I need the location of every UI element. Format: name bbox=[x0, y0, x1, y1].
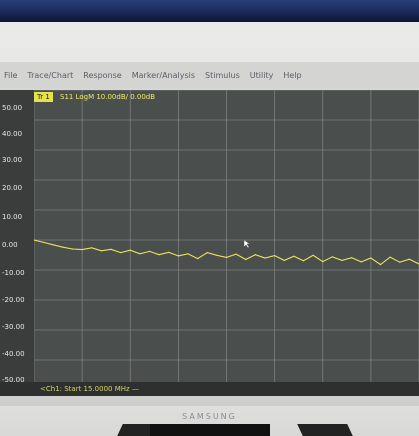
data-point-31 bbox=[331, 256, 333, 258]
data-point-19 bbox=[216, 254, 218, 256]
window-titlebar bbox=[0, 48, 419, 62]
data-point-1 bbox=[43, 241, 45, 243]
data-point-8 bbox=[110, 248, 112, 250]
data-point-38 bbox=[399, 261, 401, 263]
data-point-2 bbox=[52, 244, 54, 246]
y-tick-label: -10.00 bbox=[2, 269, 25, 277]
y-tick-label: -50.00 bbox=[2, 376, 25, 384]
data-point-28 bbox=[302, 260, 305, 262]
data-point-36 bbox=[379, 264, 382, 266]
y-tick-label: 20.00 bbox=[2, 184, 23, 192]
data-point-7 bbox=[100, 250, 102, 252]
menu-item-file[interactable]: File bbox=[4, 70, 18, 80]
menu-item-marker-analysis[interactable]: Marker/Analysis bbox=[131, 70, 196, 80]
menu-item-trace-chart[interactable]: Trace/Chart bbox=[27, 70, 74, 80]
data-point-27 bbox=[293, 255, 295, 257]
y-tick-label: -20.00 bbox=[2, 296, 25, 304]
menu-item-response[interactable]: Response bbox=[83, 70, 122, 80]
y-tick-label: 40.00 bbox=[2, 130, 23, 138]
data-point-6 bbox=[91, 247, 93, 249]
data-point-15 bbox=[177, 255, 179, 257]
y-tick-label: 10.00 bbox=[2, 213, 23, 221]
data-point-10 bbox=[129, 249, 131, 251]
monitor-stand-right bbox=[297, 424, 353, 436]
data-point-9 bbox=[120, 252, 122, 254]
data-point-4 bbox=[71, 248, 74, 250]
data-point-30 bbox=[322, 261, 324, 263]
mouse-pointer-icon bbox=[244, 240, 250, 248]
data-point-33 bbox=[351, 257, 353, 259]
y-tick-label: 30.00 bbox=[2, 156, 23, 164]
data-point-24 bbox=[264, 257, 266, 259]
data-point-39 bbox=[408, 258, 410, 260]
background-top-band bbox=[0, 0, 419, 22]
data-point-25 bbox=[274, 255, 276, 257]
data-point-3 bbox=[62, 246, 64, 248]
data-point-11 bbox=[139, 253, 141, 255]
data-point-29 bbox=[312, 254, 314, 256]
y-tick-label: 50.00 bbox=[2, 104, 23, 112]
data-point-5 bbox=[81, 249, 83, 251]
data-point-18 bbox=[206, 252, 208, 254]
s11-plot bbox=[34, 90, 419, 390]
data-point-16 bbox=[187, 253, 189, 255]
data-point-17 bbox=[197, 258, 199, 260]
screen-footer bbox=[0, 396, 419, 406]
data-point-0 bbox=[34, 239, 35, 241]
data-point-14 bbox=[168, 251, 170, 253]
data-point-32 bbox=[341, 259, 343, 261]
data-point-20 bbox=[225, 256, 228, 258]
y-tick-label: 0.00 bbox=[2, 241, 18, 249]
menu-item-utility[interactable]: Utility bbox=[249, 70, 274, 80]
menu-item-stimulus[interactable]: Stimulus bbox=[205, 70, 240, 80]
data-point-26 bbox=[283, 259, 285, 261]
menu-item-help[interactable]: Help bbox=[283, 70, 302, 80]
trace-title: S11 LogM 10.00dB/ 0.00dB bbox=[60, 93, 156, 101]
y-axis: 50.00 40.00 30.00 20.00 10.00 0.00 -10.0… bbox=[0, 90, 34, 390]
data-point-22 bbox=[245, 258, 247, 261]
monitor-brand-logo: SAMSUNG bbox=[182, 412, 237, 421]
menu-bar: File Trace/Chart Response Marker/Analysi… bbox=[0, 62, 419, 88]
data-point-35 bbox=[370, 257, 372, 259]
data-point-34 bbox=[360, 261, 362, 263]
trace-tag[interactable]: Tr 1 bbox=[34, 92, 53, 102]
data-point-21 bbox=[235, 253, 237, 255]
data-point-13 bbox=[158, 254, 160, 256]
data-point-23 bbox=[254, 254, 256, 256]
y-tick-label: -30.00 bbox=[2, 323, 25, 331]
data-point-12 bbox=[148, 250, 151, 252]
monitor-stand bbox=[150, 424, 270, 436]
status-bar: <Ch1: Start 15.0000 MHz — bbox=[0, 382, 419, 396]
y-tick-label: -40.00 bbox=[2, 350, 25, 358]
data-point-37 bbox=[389, 256, 391, 258]
